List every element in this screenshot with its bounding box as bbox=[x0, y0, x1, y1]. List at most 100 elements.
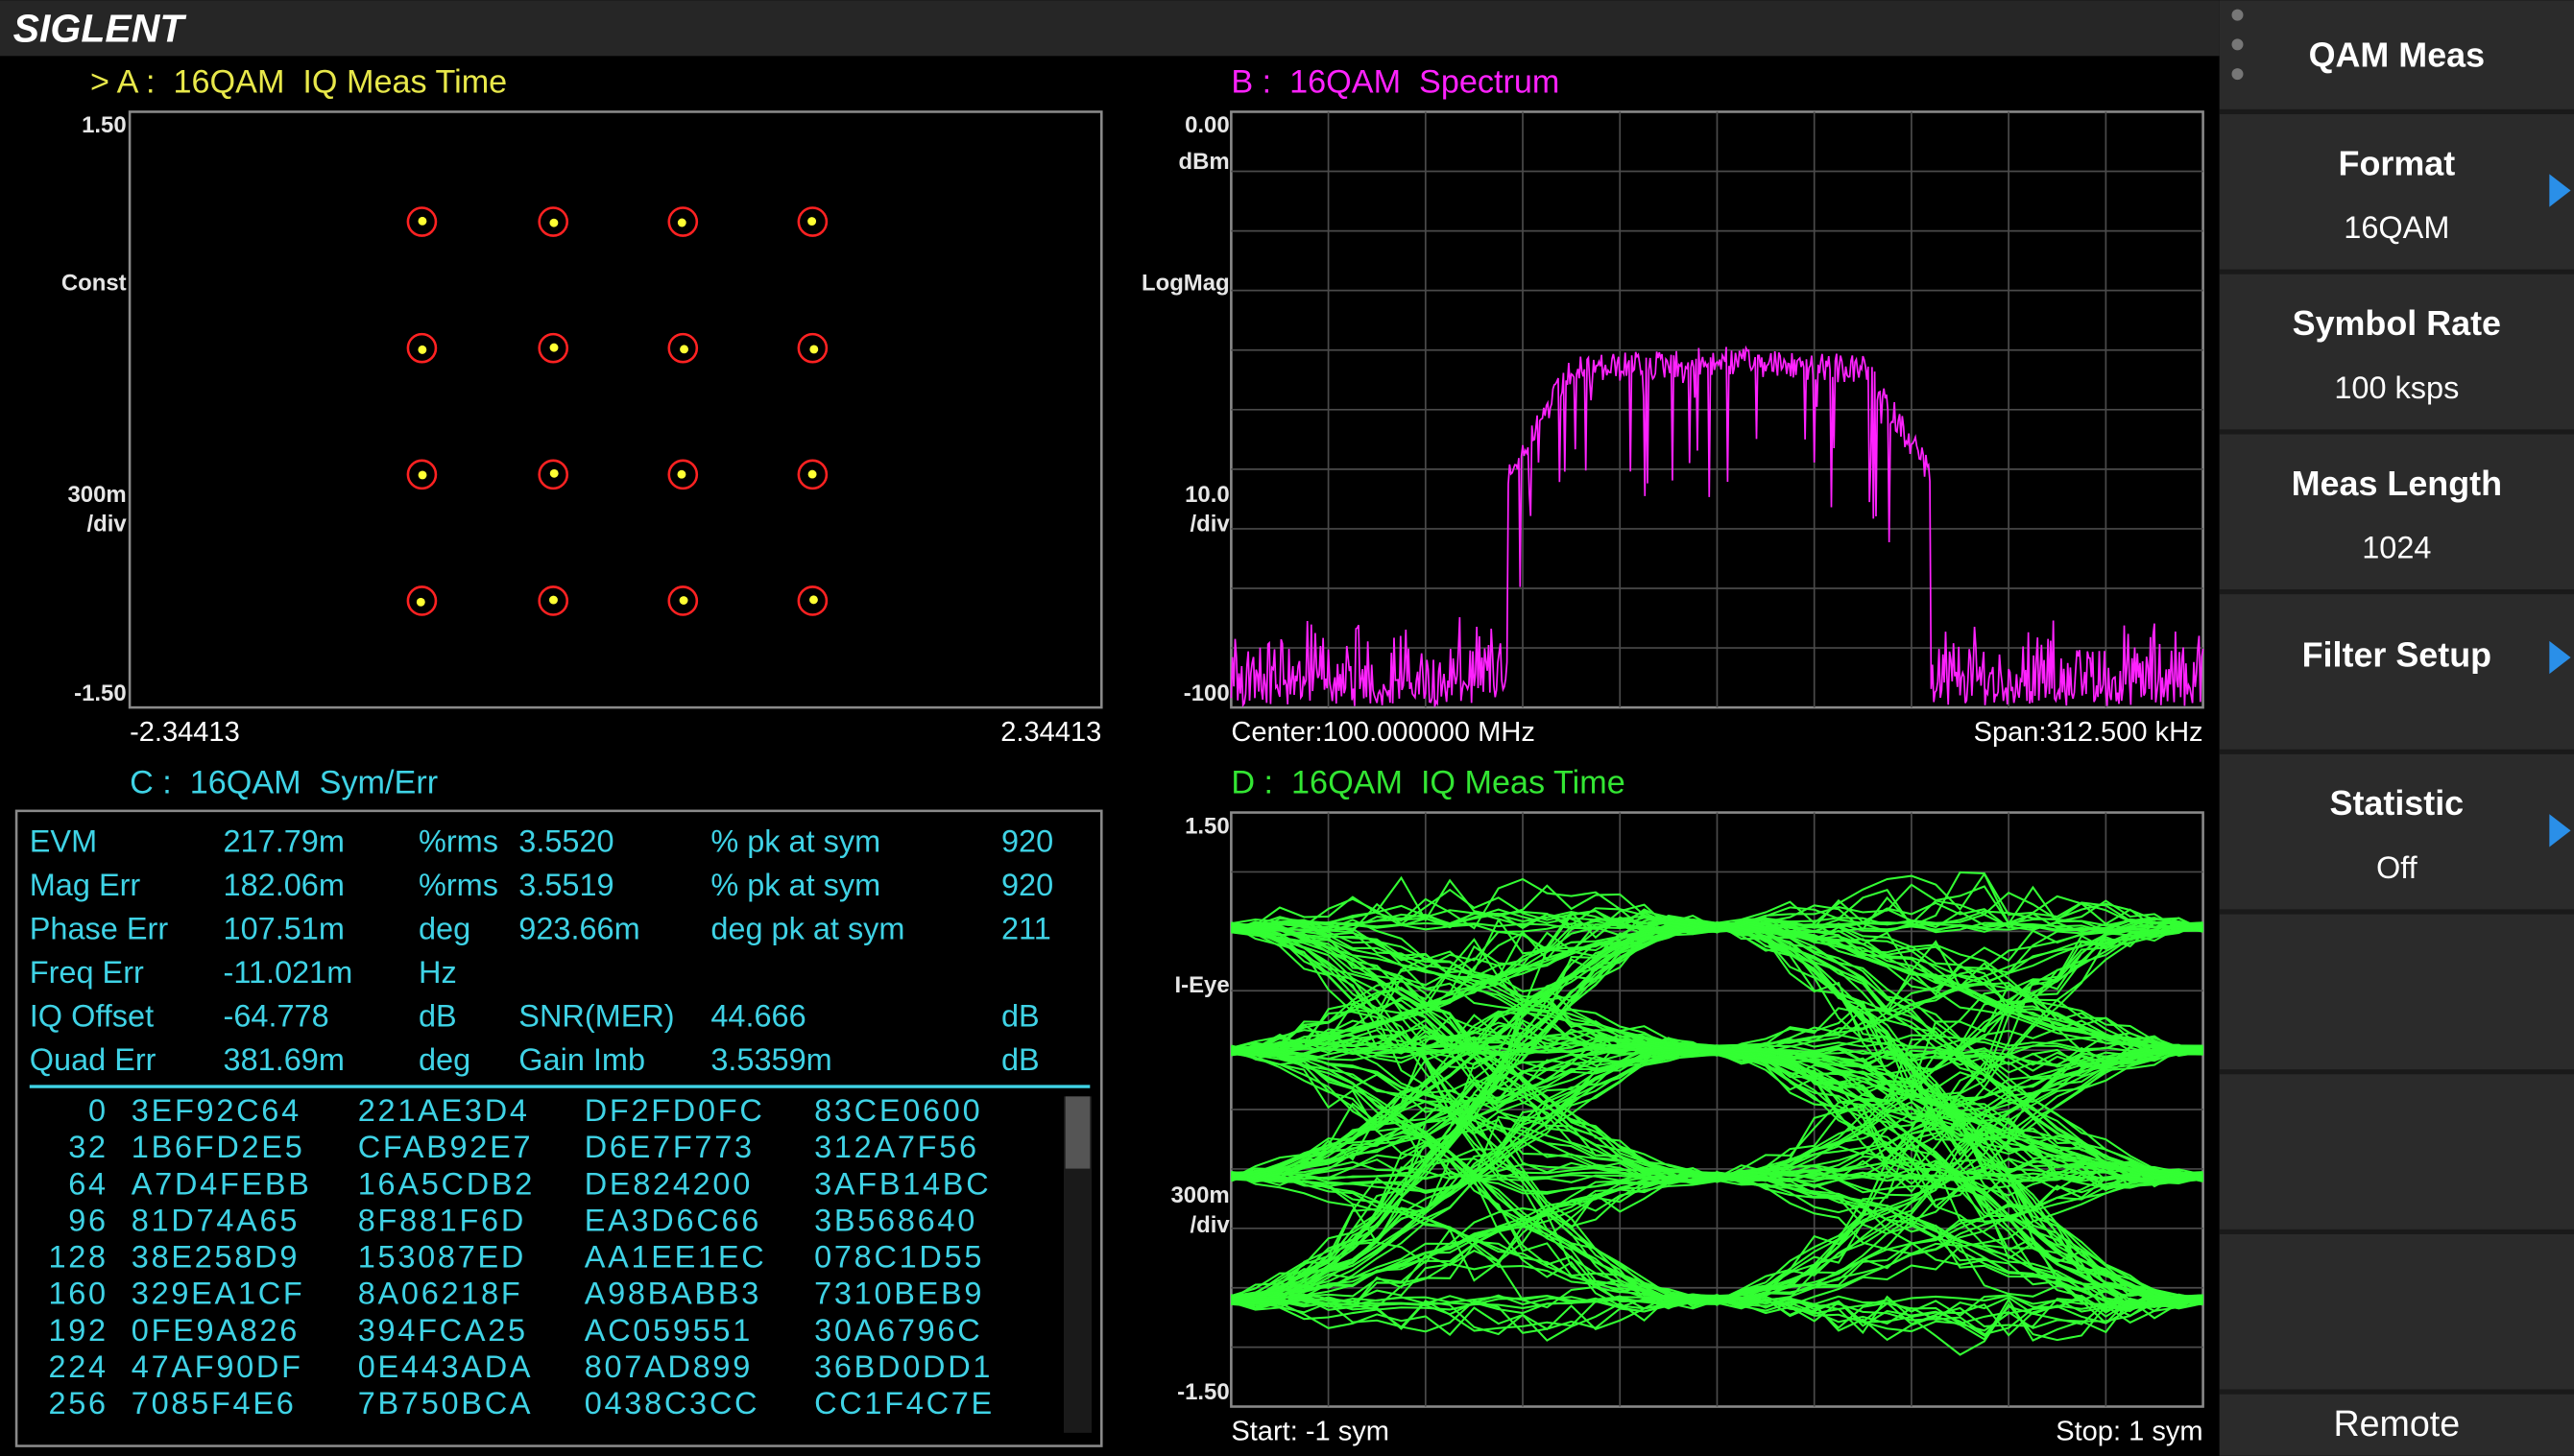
softkey-label: Statistic bbox=[2330, 784, 2465, 823]
eye-diagram bbox=[1230, 871, 2204, 1356]
symbol-word: DF2FD0FC bbox=[585, 1093, 765, 1128]
ideal-point bbox=[667, 332, 699, 364]
brand: SIGLENT bbox=[13, 7, 187, 51]
submenu-arrow bbox=[2549, 174, 2571, 207]
metric-cell: -64.778 bbox=[224, 999, 329, 1034]
metric-cell: 44.666 bbox=[710, 999, 806, 1034]
symbol-index: 256 bbox=[48, 1386, 108, 1420]
eye-trace bbox=[1231, 1294, 2203, 1336]
symbol-word: 0E443ADA bbox=[358, 1349, 534, 1384]
panel-title: C : 16QAM Sym/Err bbox=[130, 765, 438, 801]
softkey[interactable]: Symbol Rate 100 ksps bbox=[2221, 275, 2574, 431]
symbol-word: 7B750BCA bbox=[358, 1386, 534, 1420]
symbol-point bbox=[809, 595, 818, 605]
softkey-area[interactable] bbox=[2221, 755, 2574, 911]
submenu-arrow bbox=[2549, 814, 2571, 847]
axis-label: 1.50 bbox=[1185, 813, 1230, 839]
eye-trace bbox=[1231, 920, 2203, 1179]
ideal-point bbox=[538, 206, 569, 237]
symbol-word: 153087ED bbox=[358, 1240, 526, 1275]
symbol-point bbox=[677, 218, 686, 227]
softkey-area[interactable] bbox=[2221, 115, 2574, 271]
softkey-area[interactable] bbox=[2221, 275, 2574, 431]
symbol-word: 81D74A65 bbox=[132, 1203, 300, 1237]
footer-label: Center:100.000000 MHz bbox=[1231, 717, 1534, 748]
ideal-point bbox=[406, 585, 438, 616]
panel-title: B : 16QAM Spectrum bbox=[1231, 63, 1559, 100]
symbol-point bbox=[807, 469, 817, 479]
symbol-word: 8F881F6D bbox=[358, 1203, 526, 1237]
axis-label: 300m bbox=[1170, 1182, 1229, 1208]
status: Remote bbox=[2333, 1403, 2460, 1444]
symbol-index: 224 bbox=[48, 1349, 108, 1384]
softkey-area[interactable] bbox=[2221, 435, 2574, 590]
metric-cell: IQ Offset bbox=[30, 999, 154, 1034]
ideal-point bbox=[667, 459, 699, 490]
symbol-word: 1B6FD2E5 bbox=[132, 1130, 305, 1164]
symbol-word: 221AE3D4 bbox=[358, 1093, 530, 1128]
axis-label: 300m bbox=[67, 482, 126, 508]
metric-cell: Hz bbox=[419, 955, 457, 990]
axis-label: /div bbox=[86, 512, 127, 537]
softkey-value: 16QAM bbox=[2344, 210, 2449, 245]
symbol-index: 160 bbox=[48, 1277, 108, 1311]
axis-label: -2.34413 bbox=[130, 717, 240, 748]
softkey-value: Off bbox=[2376, 850, 2418, 885]
axis-label: -100 bbox=[1184, 680, 1230, 706]
footer-label: Span:312.500 kHz bbox=[1974, 717, 2203, 748]
ideal-point bbox=[797, 206, 829, 237]
metric-cell: dB bbox=[1001, 1042, 1040, 1077]
spectrum-trace bbox=[1230, 345, 2204, 708]
softkey-label: Filter Setup bbox=[2302, 635, 2491, 674]
plot-frame bbox=[128, 110, 1103, 709]
ideal-point bbox=[667, 585, 699, 616]
metric-cell: 920 bbox=[1001, 824, 1053, 859]
menu-title: QAM Meas bbox=[2309, 36, 2485, 75]
softkey[interactable]: Meas Length 1024 bbox=[2221, 435, 2574, 590]
axis-label: -1.50 bbox=[74, 680, 127, 706]
metric-cell: 381.69m bbox=[224, 1042, 345, 1077]
softkey[interactable]: Format 16QAM bbox=[2221, 115, 2574, 271]
eye-trace bbox=[1230, 921, 2203, 1310]
ideal-point bbox=[797, 459, 829, 490]
metric-cell: deg bbox=[419, 912, 470, 946]
symbol-word: 0FE9A826 bbox=[132, 1313, 300, 1348]
menu-panel bbox=[2219, 0, 2574, 1456]
symbol-point bbox=[549, 595, 558, 605]
axis-label: I-Eye bbox=[1174, 972, 1229, 998]
symbol-point bbox=[418, 470, 427, 480]
symbol-point bbox=[680, 345, 689, 354]
ideal-point bbox=[538, 585, 569, 616]
scroll-thumb[interactable] bbox=[1065, 1096, 1091, 1169]
axis-label: 0.00 bbox=[1185, 112, 1230, 138]
softkey-label: Symbol Rate bbox=[2293, 304, 2501, 343]
symbol-word: A7D4FEBB bbox=[132, 1166, 312, 1201]
metric-cell: Freq Err bbox=[30, 955, 144, 990]
metric-cell: dB bbox=[1001, 999, 1040, 1034]
symbol-word: 7085F4E6 bbox=[132, 1386, 297, 1420]
metric-cell: % pk at sym bbox=[710, 868, 880, 902]
metric-cell: deg bbox=[419, 1042, 470, 1077]
ideal-point bbox=[538, 459, 569, 490]
metric-cell: Mag Err bbox=[30, 868, 141, 902]
metric-cell: %rms bbox=[419, 824, 498, 859]
footer-label: Start: -1 sym bbox=[1231, 1417, 1389, 1447]
metric-cell: Quad Err bbox=[30, 1042, 156, 1077]
symbol-word: 38E258D9 bbox=[132, 1240, 300, 1275]
softkey[interactable]: Statistic Off bbox=[2221, 755, 2574, 911]
axis-label: -1.50 bbox=[1177, 1379, 1230, 1405]
metric-cell: EVM bbox=[30, 824, 97, 859]
symbol-point bbox=[809, 345, 819, 354]
symbol-word: EA3D6C66 bbox=[585, 1203, 761, 1237]
symbol-word: A98BABB3 bbox=[585, 1277, 761, 1311]
softkey-label: Meas Length bbox=[2292, 465, 2502, 503]
symbol-index: 192 bbox=[48, 1313, 108, 1348]
metric-cell: 182.06m bbox=[224, 868, 345, 902]
metric-cell: Phase Err bbox=[30, 912, 169, 946]
symbol-point bbox=[418, 216, 427, 226]
ideal-point bbox=[797, 585, 829, 616]
softkey[interactable]: Filter Setup bbox=[2221, 595, 2574, 751]
panel-title: D : 16QAM IQ Meas Time bbox=[1231, 765, 1624, 801]
ideal-point bbox=[797, 332, 829, 364]
